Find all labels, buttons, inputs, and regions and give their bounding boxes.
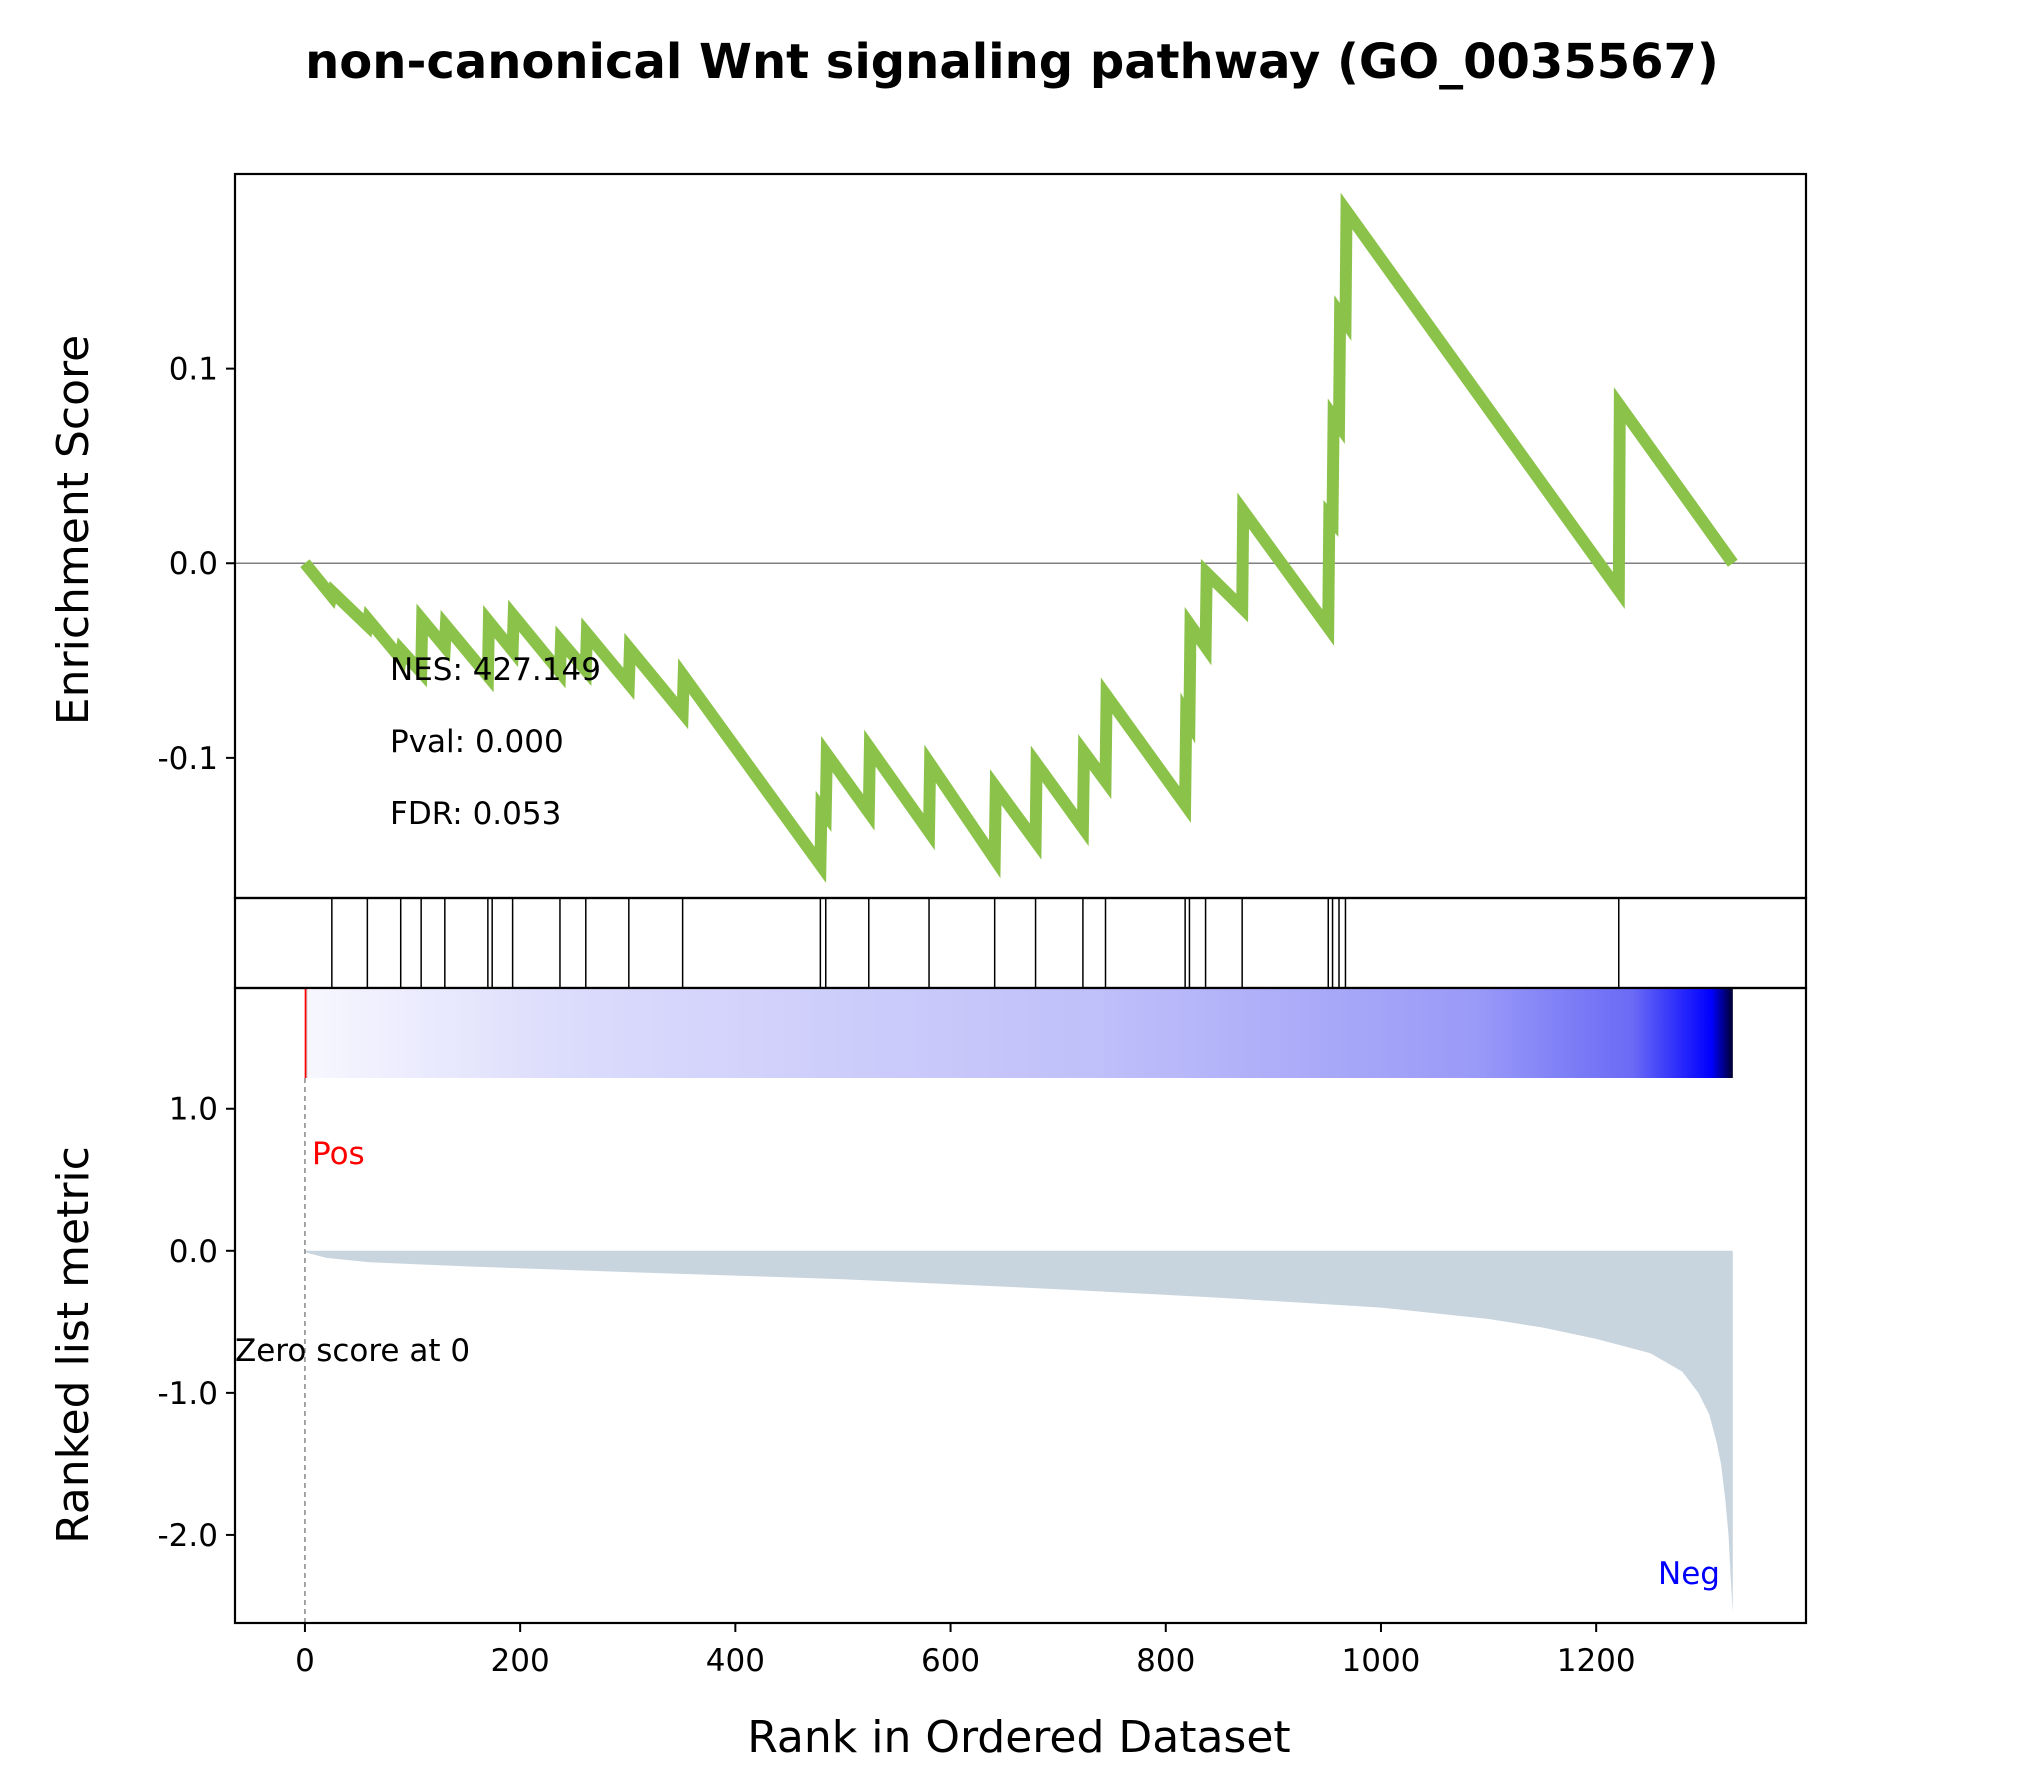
es-y-tick-label: 0.0 [169,546,218,582]
x-tick-label: 800 [1136,1643,1195,1679]
es-y-tick-label: 0.1 [169,352,218,388]
metric-panel-frame [233,986,1808,1625]
gene-hits-panel [233,896,1808,990]
x-tick-label: 400 [706,1643,765,1679]
metric-y-tick-label: -1.0 [158,1376,219,1412]
x-tick-label: 1200 [1557,1643,1636,1679]
ranked-metric-area [304,1250,1733,1614]
x-axis-label: Rank in Ordered Dataset [747,1712,1290,1763]
x-tick-label: 1000 [1342,1643,1421,1679]
ranked-metric-panel: 1.0 0.0 -1.0 -2.0 0 200 400 600 800 1000 1200 [158,986,1808,1679]
nes-stat: NES: 427.149 [390,652,601,688]
metric-y-tick-label: 1.0 [169,1092,218,1128]
ranked-colorbar [304,988,1733,1078]
pos-label: Pos [312,1136,365,1172]
hits-panel-frame [233,896,1808,990]
fdr-stat: FDR: 0.053 [390,796,561,832]
enrichment-score-panel: 0.1 0.0 -0.1 [158,172,1808,900]
neg-label: Neg [1658,1556,1720,1592]
pval-stat: Pval: 0.000 [390,724,564,760]
x-tick-label: 200 [491,1643,550,1679]
y-axis-label-enrichment-score: Enrichment Score [48,335,99,725]
running-enrichment-score-line [300,192,1738,883]
x-tick-label: 0 [295,1643,315,1679]
es-y-tick-label: -0.1 [158,741,219,777]
chart-title: non-canonical Wnt signaling pathway (GO_… [305,34,1719,90]
metric-y-tick-label: 0.0 [169,1234,218,1270]
y-axis-label-ranked-list-metric: Ranked list metric [48,1146,99,1544]
metric-y-tick-label: -2.0 [158,1518,219,1554]
zero-score-label: Zero score at 0 [235,1333,470,1369]
x-tick-label: 600 [921,1643,980,1679]
es-panel-frame [233,172,1808,900]
